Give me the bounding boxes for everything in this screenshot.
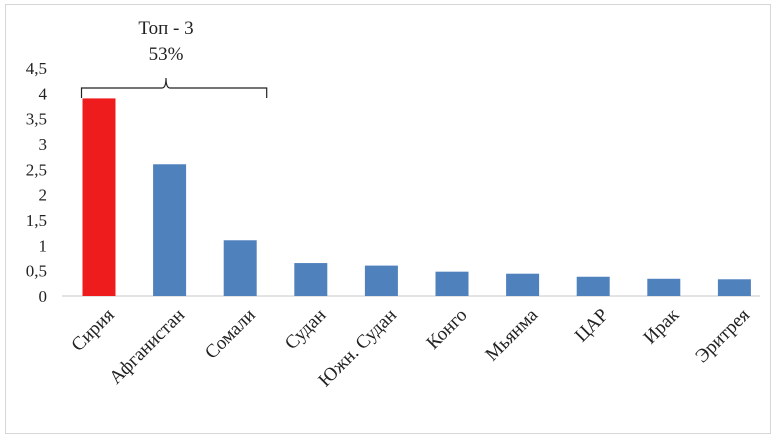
x-tick-label: ЦАР <box>571 305 613 347</box>
bar <box>223 240 257 296</box>
x-tick-label: Сомали <box>201 305 260 364</box>
x-tick-label: Ирак <box>640 304 684 348</box>
chart-frame <box>5 4 771 434</box>
bar <box>82 98 116 297</box>
y-tick-label: 3,5 <box>26 110 47 129</box>
y-tick-label: 2,5 <box>26 160 47 179</box>
x-tick-label: Мьянма <box>481 304 542 365</box>
x-tick-label: Конго <box>423 305 472 354</box>
y-tick-label: 4 <box>39 84 48 103</box>
y-tick-label: 0,5 <box>26 262 47 281</box>
bar <box>153 164 187 296</box>
x-tick-label: Афганистан <box>105 305 189 389</box>
y-tick-label: 3 <box>39 135 48 154</box>
annotation-percent: 53% <box>149 44 184 65</box>
bar <box>717 279 751 296</box>
y-tick-label: 4,5 <box>26 59 47 78</box>
bar <box>647 278 681 296</box>
y-axis: 0 0,5 1 1,5 2 2,5 3 3,5 4 4,5 <box>26 59 48 306</box>
y-tick-label: 1 <box>39 236 48 255</box>
y-tick-label: 2 <box>39 186 48 205</box>
bar <box>294 263 328 296</box>
bar <box>576 276 610 296</box>
y-tick-label: 0 <box>39 287 48 306</box>
bar <box>506 273 540 296</box>
bars <box>82 98 751 297</box>
top3-brace <box>80 77 268 98</box>
x-tick-label: Судан <box>281 305 330 354</box>
top3-annotation: Топ - 3 53% <box>80 18 268 98</box>
annotation-title: Топ - 3 <box>138 18 193 39</box>
x-tick-label: Сирия <box>67 305 118 356</box>
bar <box>435 271 469 296</box>
x-tick-label: Эритрея <box>691 305 754 368</box>
y-tick-label: 1,5 <box>26 211 47 230</box>
bar <box>364 265 398 296</box>
